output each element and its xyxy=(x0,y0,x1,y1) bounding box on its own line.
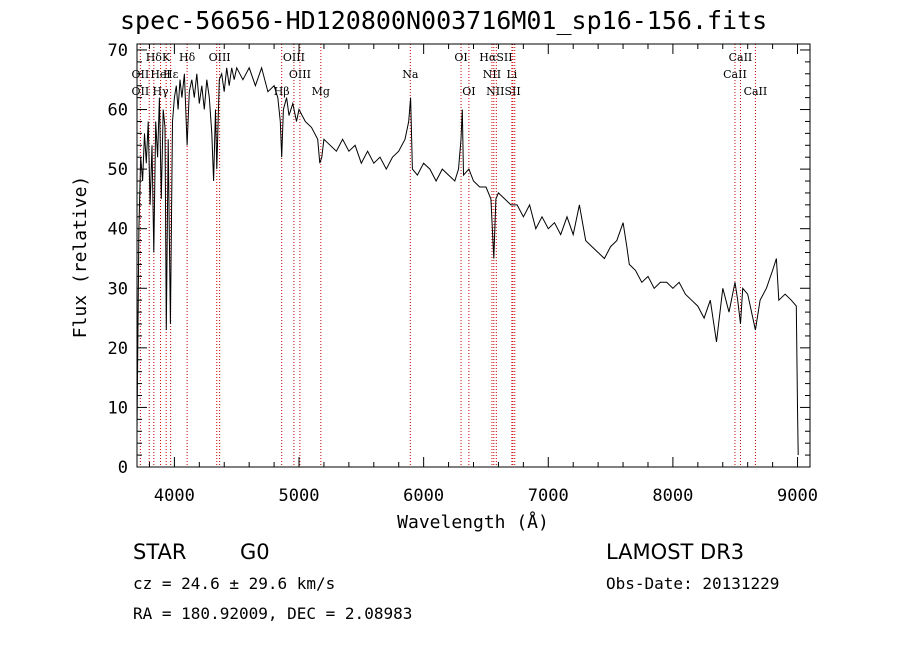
spectrum-line xyxy=(136,66,799,456)
line-label: OIII xyxy=(283,51,305,64)
x-tick-label: 5000 xyxy=(279,486,320,506)
line-label: CaII xyxy=(744,85,768,98)
line-label: OII xyxy=(132,68,150,81)
survey-label: LAMOST DR3 xyxy=(606,540,745,564)
y-tick-label: 40 xyxy=(108,220,128,240)
line-label: CaII xyxy=(729,51,753,64)
line-markers xyxy=(139,44,756,467)
line-label: Li xyxy=(506,68,517,81)
line-label: HαSII xyxy=(479,51,512,64)
line-label: OII xyxy=(132,85,150,98)
object-class: STAR xyxy=(133,540,187,564)
y-tick-label: 0 xyxy=(118,458,128,478)
y-tick-label: 10 xyxy=(108,398,128,418)
line-label: Hγ xyxy=(152,85,169,98)
y-tick-label: 60 xyxy=(108,101,128,121)
y-tick-label: 70 xyxy=(108,41,128,61)
x-tick-label: 6000 xyxy=(403,486,444,506)
line-label: OIII xyxy=(209,51,231,64)
line-label: Mg xyxy=(312,85,330,98)
line-label: Hε xyxy=(163,68,179,81)
line-label: Hβ xyxy=(274,85,290,98)
chart-title: spec-56656-HD120800N003716M01_sp16-156.f… xyxy=(120,6,768,35)
line-label: Hδ xyxy=(179,51,196,64)
line-label: Hδ xyxy=(146,51,163,64)
axis-ticks: 4000 5000 6000 7000 8000 9000 0 10 20 30 40 50 60 70 xyxy=(108,41,818,506)
line-label: NIISII xyxy=(486,85,521,98)
spectral-subclass: G0 xyxy=(240,540,270,564)
x-tick-label: 4000 xyxy=(154,486,195,506)
line-label: NII xyxy=(483,68,501,81)
line-label: HeI xyxy=(150,68,170,81)
y-tick-label: 50 xyxy=(108,160,128,180)
y-tick-label: 30 xyxy=(108,279,128,299)
redshift-velocity: cz = 24.6 ± 29.6 km/s xyxy=(133,574,336,593)
line-label: OIII xyxy=(289,68,311,81)
observation-date: Obs-Date: 20131229 xyxy=(606,574,780,593)
line-label: Na xyxy=(402,68,419,81)
plot-frame xyxy=(136,43,811,468)
line-label: CaII xyxy=(723,68,747,81)
x-tick-label: 9000 xyxy=(777,486,818,506)
x-axis-label: Wavelength (Å) xyxy=(397,511,549,533)
y-axis-label: Flux (relative) xyxy=(70,176,91,339)
line-label: K xyxy=(162,51,171,64)
line-label: OI xyxy=(454,51,467,64)
x-tick-label: 7000 xyxy=(528,486,569,506)
y-tick-label: 20 xyxy=(108,339,128,359)
x-tick-label: 8000 xyxy=(652,486,693,506)
coordinates: RA = 180.92009, DEC = 2.08983 xyxy=(133,604,413,623)
line-label: OI xyxy=(462,85,475,98)
